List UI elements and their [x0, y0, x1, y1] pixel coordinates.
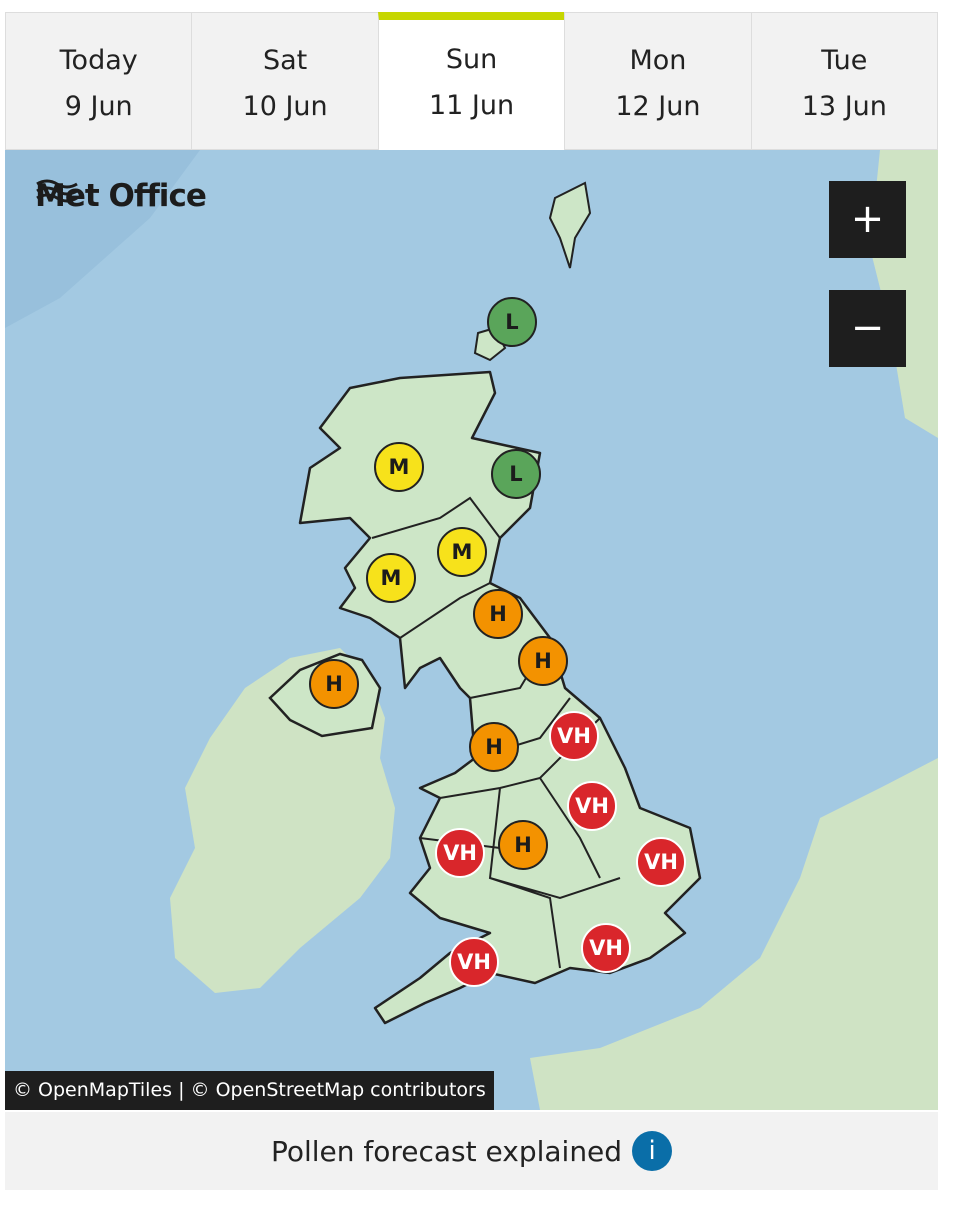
marker-circle [437, 527, 487, 577]
tab-date: 10 Jun [242, 91, 328, 122]
land-shetland [548, 181, 592, 269]
marker-circle [473, 589, 523, 639]
marker-label: VH [575, 794, 609, 818]
day-tab[interactable]: Today 9 Jun [5, 12, 192, 150]
tab-day: Sat [262, 45, 308, 76]
link-text[interactable]: Pollen forecast explained [270, 1134, 623, 1168]
markers: L M L M M H H H VH H VH H VH VH VH VH [309, 297, 686, 987]
pollen-marker[interactable]: M [437, 527, 487, 577]
pollen-marker[interactable]: H [498, 820, 548, 870]
marker-label: L [509, 462, 522, 486]
pollen-marker[interactable]: VH [549, 711, 599, 761]
marker-circle [366, 553, 416, 603]
pollen-marker[interactable]: VH [567, 781, 617, 831]
pollen-marker[interactable]: H [469, 722, 519, 772]
info-icon[interactable]: i [632, 1131, 673, 1171]
pollen-marker[interactable]: H [473, 589, 523, 639]
marker-label: H [325, 672, 343, 696]
marker-label: VH [443, 841, 477, 865]
map-canvas: L M L M M H H H VH H VH H VH VH VH VH [5, 150, 938, 1110]
marker-circle [498, 820, 548, 870]
marker-label: VH [457, 950, 491, 974]
pollen-marker[interactable]: M [366, 553, 416, 603]
marker-label: M [389, 455, 410, 479]
zoom-in-button[interactable]: + [829, 181, 906, 258]
tab-date: 13 Jun [801, 91, 887, 122]
footer-link[interactable]: Pollen forecast explained i [5, 1112, 938, 1190]
marker-circle [449, 937, 499, 987]
day-tabs: Today 9 Jun Sat 10 Jun Sun 11 Jun Mon 12 Jun… [5, 12, 939, 150]
marker-circle [567, 781, 617, 831]
logo-text: Met Office [35, 178, 207, 214]
marker-label: H [514, 833, 532, 857]
marker-circle [487, 297, 537, 347]
marker-circle [469, 722, 519, 772]
pollen-marker[interactable]: H [309, 659, 359, 709]
day-tab[interactable]: Sun 11 Jun [377, 12, 565, 150]
marker-circle [518, 636, 568, 686]
land-continent [530, 758, 938, 1110]
marker-label: L [505, 310, 518, 334]
day-tab[interactable]: Sat 10 Jun [191, 12, 378, 150]
pollen-marker[interactable]: H [518, 636, 568, 686]
marker-label: M [452, 540, 473, 564]
tab-day: Tue [821, 45, 868, 76]
pollen-marker[interactable]: L [487, 297, 537, 347]
logo: Met Office [35, 178, 207, 214]
day-tab[interactable]: Mon 12 Jun [564, 12, 751, 150]
marker-label: H [489, 602, 507, 626]
pollen-marker[interactable]: VH [636, 837, 686, 887]
tab-date: 9 Jun [64, 91, 133, 122]
marker-circle [581, 923, 631, 973]
pollen-marker[interactable]: L [491, 449, 541, 499]
tab-day: Sun [445, 44, 498, 75]
pollen-marker[interactable]: VH [435, 828, 485, 878]
marker-label: H [534, 649, 552, 673]
marker-circle [309, 659, 359, 709]
pollen-widget: Today 9 Jun Sat 10 Jun Sun 11 Jun Mon 12 Jun… [5, 12, 939, 1190]
marker-label: H [485, 735, 503, 759]
tab-day: Today [59, 45, 138, 76]
zoom-out-button[interactable]: − [829, 290, 906, 367]
tab-date: 11 Jun [428, 90, 515, 121]
logo-icon [36, 179, 78, 203]
marker-circle [636, 837, 686, 887]
pollen-marker[interactable]: VH [581, 923, 631, 973]
marker-circle [374, 442, 424, 492]
tab-date: 12 Jun [615, 91, 701, 122]
pollen-marker[interactable]: M [374, 442, 424, 492]
attribution: © OpenMapTiles | © OpenStreetMap contrib… [5, 1071, 494, 1110]
marker-label: VH [644, 850, 678, 874]
deep-sea [5, 150, 200, 328]
marker-label: M [381, 566, 402, 590]
marker-circle [549, 711, 599, 761]
marker-circle [435, 828, 485, 878]
marker-label: VH [557, 724, 591, 748]
marker-circle [491, 449, 541, 499]
day-tab[interactable]: Tue 13 Jun [750, 12, 939, 150]
tab-day: Mon [629, 45, 687, 76]
marker-label: VH [589, 936, 623, 960]
map[interactable]: L M L M M H H H VH H VH H VH VH VH VH Met Office + − © … [5, 150, 938, 1110]
pollen-marker[interactable]: VH [449, 937, 499, 987]
